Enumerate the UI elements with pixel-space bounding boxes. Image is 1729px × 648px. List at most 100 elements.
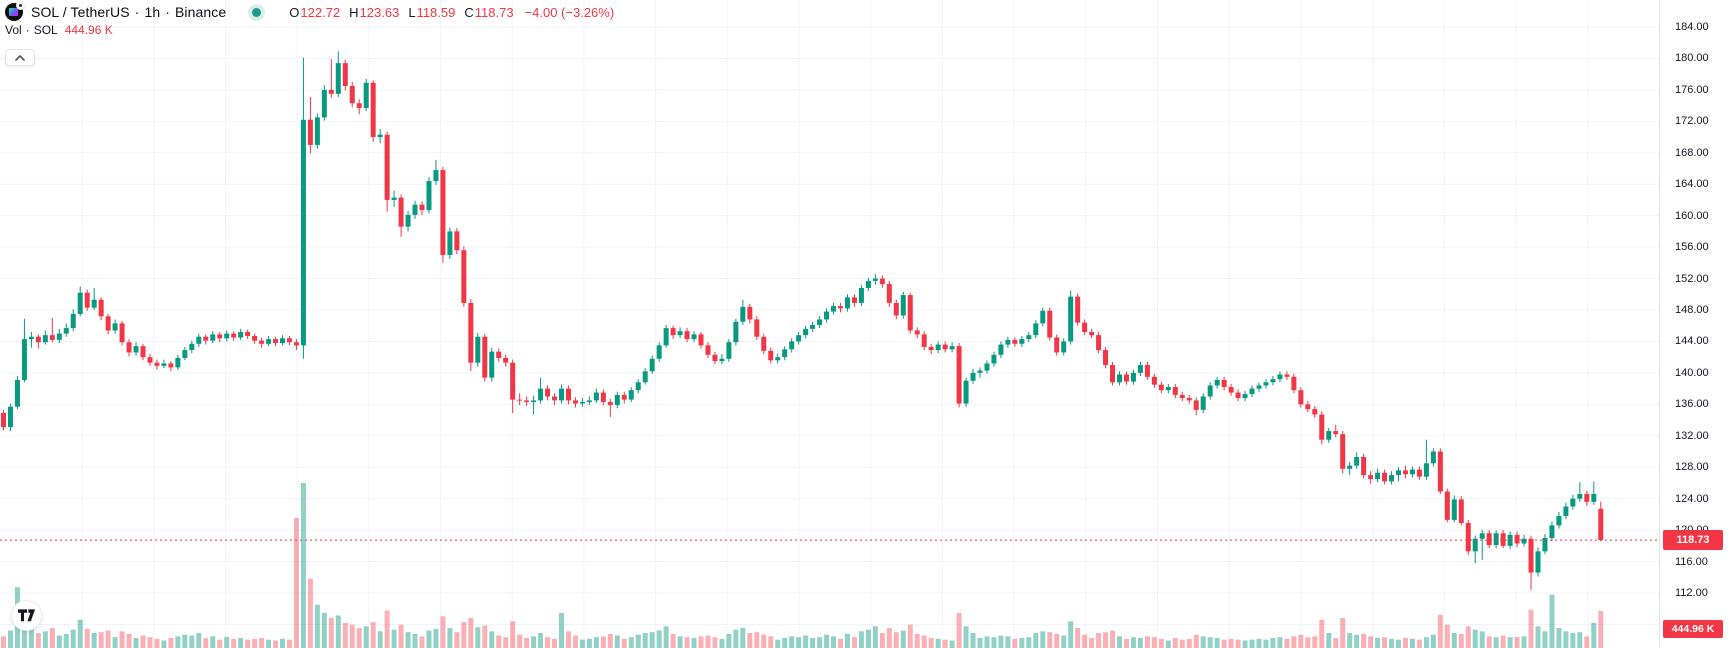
- candle-body[interactable]: [1493, 533, 1499, 546]
- candle-body[interactable]: [42, 335, 48, 343]
- candle-body[interactable]: [56, 333, 62, 340]
- volume-bar[interactable]: [314, 604, 320, 648]
- candle-body[interactable]: [761, 336, 767, 351]
- volume-bar[interactable]: [524, 638, 530, 648]
- candle-body[interactable]: [1591, 493, 1597, 502]
- volume-bar[interactable]: [1368, 636, 1374, 648]
- candle-body[interactable]: [789, 341, 795, 350]
- candle-body[interactable]: [98, 299, 104, 317]
- candle-body[interactable]: [552, 396, 558, 401]
- candle-body[interactable]: [1270, 379, 1276, 383]
- candle-body[interactable]: [412, 204, 418, 215]
- volume-bar[interactable]: [1493, 637, 1499, 648]
- volume-bar[interactable]: [1082, 634, 1088, 648]
- candle-body[interactable]: [1368, 475, 1374, 480]
- volume-bar[interactable]: [1151, 637, 1157, 648]
- candle-body[interactable]: [991, 354, 997, 364]
- candle-body[interactable]: [175, 357, 181, 368]
- candle-body[interactable]: [1137, 365, 1143, 373]
- candle-body[interactable]: [84, 292, 90, 308]
- candle-body[interactable]: [1151, 376, 1157, 385]
- candle-body[interactable]: [1200, 396, 1206, 410]
- candle-body[interactable]: [1382, 472, 1388, 482]
- candle-body[interactable]: [1228, 387, 1234, 393]
- candle-body[interactable]: [635, 382, 641, 391]
- candle-body[interactable]: [1570, 498, 1576, 507]
- volume-bar[interactable]: [1005, 636, 1011, 648]
- volume-bar[interactable]: [698, 636, 704, 648]
- candle-body[interactable]: [468, 302, 474, 363]
- candle-body[interactable]: [203, 336, 209, 341]
- candle-body[interactable]: [461, 250, 467, 303]
- candle-body[interactable]: [726, 342, 732, 359]
- volume-bar[interactable]: [454, 632, 460, 648]
- volume-bar[interactable]: [433, 628, 439, 648]
- volume-bar[interactable]: [119, 631, 125, 648]
- volume-bar[interactable]: [1228, 638, 1234, 648]
- volume-bar[interactable]: [1437, 614, 1443, 648]
- candle-body[interactable]: [1333, 431, 1339, 435]
- candle-body[interactable]: [1298, 390, 1304, 405]
- candle-body[interactable]: [503, 357, 509, 363]
- volume-bar[interactable]: [84, 628, 90, 648]
- volume-bar[interactable]: [510, 621, 516, 648]
- volume-bar[interactable]: [684, 637, 690, 648]
- candle-body[interactable]: [119, 323, 125, 343]
- candle-body[interactable]: [1458, 499, 1464, 524]
- candle-body[interactable]: [161, 363, 167, 366]
- volume-bar[interactable]: [538, 633, 544, 648]
- candle-body[interactable]: [1598, 508, 1604, 541]
- tradingview-logo[interactable]: [11, 600, 42, 631]
- candle-body[interactable]: [1423, 463, 1429, 477]
- volume-bar[interactable]: [49, 628, 55, 648]
- candle-body[interactable]: [1465, 523, 1471, 552]
- candle-body[interactable]: [1221, 379, 1227, 388]
- volume-bar[interactable]: [419, 636, 425, 648]
- volume-bar[interactable]: [900, 630, 906, 648]
- candle-body[interactable]: [949, 346, 955, 350]
- volume-bar[interactable]: [1026, 637, 1032, 648]
- candle-body[interactable]: [231, 333, 237, 338]
- volume-bar[interactable]: [468, 618, 474, 648]
- volume-bar[interactable]: [321, 613, 327, 648]
- volume-bar[interactable]: [1221, 639, 1227, 648]
- volume-bar[interactable]: [600, 636, 606, 648]
- volume-bar[interactable]: [1361, 633, 1367, 648]
- candle-body[interactable]: [1172, 387, 1178, 395]
- volume-bar[interactable]: [1089, 638, 1095, 648]
- candle-body[interactable]: [517, 399, 523, 401]
- volume-bar[interactable]: [635, 634, 641, 648]
- candle-body[interactable]: [831, 306, 837, 312]
- candle-body[interactable]: [928, 346, 934, 351]
- candle-body[interactable]: [496, 351, 502, 358]
- volume-bar[interactable]: [1451, 633, 1457, 648]
- volume-bar[interactable]: [1479, 631, 1485, 648]
- candle-body[interactable]: [684, 331, 690, 340]
- candle-body[interactable]: [105, 316, 111, 331]
- candle-body[interactable]: [1444, 491, 1450, 520]
- candle-body[interactable]: [154, 362, 160, 366]
- volume-bar[interactable]: [858, 631, 864, 648]
- volume-bar[interactable]: [475, 627, 481, 648]
- candle-body[interactable]: [1402, 470, 1408, 475]
- candle-body[interactable]: [907, 295, 913, 331]
- volume-bar[interactable]: [126, 633, 132, 648]
- candle-body[interactable]: [342, 63, 348, 86]
- candle-body[interactable]: [858, 287, 864, 303]
- volume-bar[interactable]: [628, 637, 634, 648]
- candle-body[interactable]: [956, 346, 962, 404]
- candle-body[interactable]: [1061, 341, 1067, 353]
- candle-body[interactable]: [1207, 385, 1213, 397]
- volume-bar[interactable]: [356, 628, 362, 648]
- volume-bar[interactable]: [656, 630, 662, 648]
- candle-body[interactable]: [844, 297, 850, 309]
- volume-bar[interactable]: [1549, 594, 1555, 648]
- volume-bar[interactable]: [1382, 637, 1388, 648]
- volume-bar[interactable]: [984, 636, 990, 648]
- candle-body[interactable]: [1026, 335, 1032, 340]
- volume-bar[interactable]: [300, 483, 306, 648]
- candle-body[interactable]: [1347, 465, 1353, 469]
- candle-body[interactable]: [1068, 296, 1074, 342]
- candle-body[interactable]: [328, 89, 334, 94]
- candle-body[interactable]: [677, 331, 683, 336]
